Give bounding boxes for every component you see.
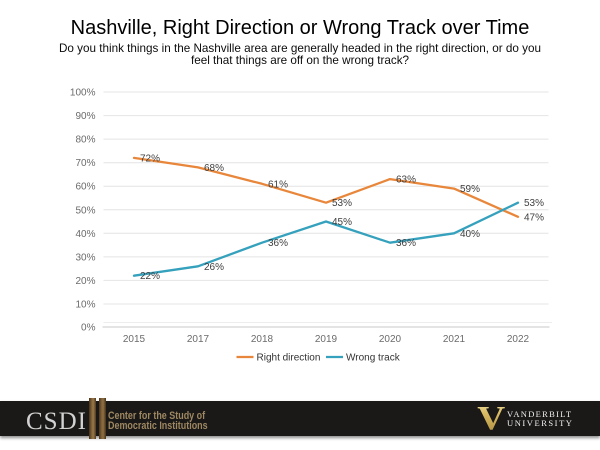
svg-text:2015: 2015: [123, 334, 146, 345]
svg-text:90%: 90%: [75, 111, 95, 122]
svg-text:40%: 40%: [460, 229, 480, 240]
svg-text:40%: 40%: [75, 229, 95, 240]
svg-text:20%: 20%: [75, 276, 95, 287]
svg-text:61%: 61%: [268, 179, 288, 190]
svg-text:2022: 2022: [507, 334, 530, 345]
svg-text:V: V: [477, 399, 505, 436]
svg-text:2017: 2017: [187, 334, 210, 345]
svg-text:2018: 2018: [251, 334, 274, 345]
svg-text:53%: 53%: [332, 198, 352, 209]
svg-text:72%: 72%: [140, 153, 160, 164]
svg-text:59%: 59%: [460, 184, 480, 195]
svg-text:36%: 36%: [396, 238, 416, 249]
svg-text:2021: 2021: [443, 334, 466, 345]
svg-text:36%: 36%: [268, 238, 288, 249]
svg-text:10%: 10%: [75, 300, 95, 311]
svg-text:70%: 70%: [75, 158, 95, 169]
svg-text:0%: 0%: [81, 323, 96, 334]
svg-text:47%: 47%: [524, 212, 544, 223]
svg-text:Right direction: Right direction: [257, 353, 321, 364]
svg-text:2020: 2020: [379, 334, 402, 345]
svg-text:Wrong track: Wrong track: [346, 353, 401, 364]
svg-text:45%: 45%: [332, 217, 352, 228]
svg-text:50%: 50%: [75, 205, 95, 216]
svg-text:2019: 2019: [315, 334, 338, 345]
svg-text:100%: 100%: [70, 88, 96, 99]
svg-text:53%: 53%: [524, 198, 544, 209]
svg-text:30%: 30%: [75, 252, 95, 263]
svg-text:80%: 80%: [75, 135, 95, 146]
svg-text:68%: 68%: [204, 163, 224, 174]
svg-text:26%: 26%: [204, 262, 224, 273]
svg-text:22%: 22%: [140, 271, 160, 282]
svg-text:60%: 60%: [75, 182, 95, 193]
svg-text:63%: 63%: [396, 175, 416, 186]
